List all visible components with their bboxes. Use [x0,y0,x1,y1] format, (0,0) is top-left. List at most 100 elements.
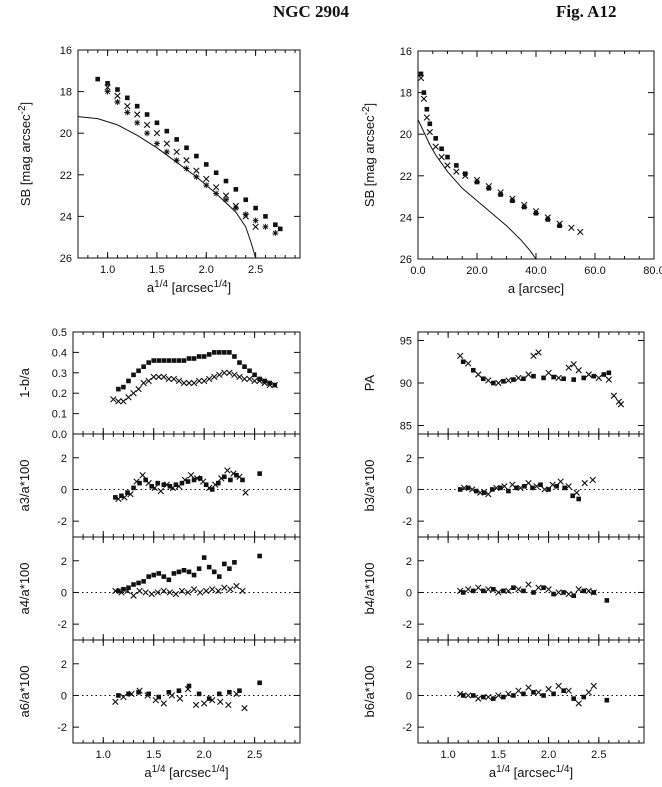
ellipticity-point [176,358,182,363]
position-angle-point [465,360,472,367]
a4-ytick-label: -2 [57,619,67,631]
b4-point [460,590,466,595]
b4-point [505,587,512,595]
sb-vs-a14-xtick-label: 2.5 [248,264,263,276]
position-angle-point [475,371,482,378]
b6-point [535,689,542,696]
b3-point [538,482,543,488]
a4-point [232,560,237,565]
position-angle-point [525,371,532,378]
a6-point [128,690,135,698]
b6-point [465,692,472,699]
ellipticity-point [171,358,177,363]
a3-point [125,490,130,495]
a3-point [222,474,227,480]
a6-point [144,692,151,699]
a6-point [233,690,240,698]
sb-vs-a-xtick-label: 20.0 [466,265,487,277]
sb-vs-a14-ytick-label: 20 [60,128,72,140]
a4-point [257,553,262,559]
a3-point [185,479,191,484]
a6-point [227,689,232,695]
a3-point [143,477,148,483]
a4-point [233,582,240,590]
sb-vs-a14-point [277,226,283,232]
ellipticity-point [126,378,131,384]
sb-vs-a14-point [183,157,190,164]
a4-point [156,571,162,576]
sb-vs-a14-point [233,187,239,192]
sb-vs-a-point [533,210,539,216]
a6-ytick-label: 0 [61,690,67,702]
ellipticity-point [237,360,242,365]
sb-vs-a14-point [114,92,121,99]
ellipticity-point [191,356,197,361]
position-angle-point [505,377,512,384]
position-angle-point [595,374,602,382]
b6-point [515,687,522,694]
b3-point [562,485,567,491]
a6-point [209,697,216,704]
a3-point [224,467,231,474]
b4-point [531,590,536,595]
ellipticity-point [256,377,263,385]
position-angle-point [617,401,625,408]
b6-frame [417,639,645,744]
sb-vs-a14-point [263,214,268,219]
sb-vs-a14-point [153,140,160,147]
ellipticity-point [227,350,232,355]
position-angle-point [491,380,496,386]
position-angle-point [551,374,556,380]
a3-point [206,484,213,492]
b3-point [490,487,495,492]
b4-point [495,589,502,596]
sb-vs-a-point [498,192,503,197]
sb-vs-a-ytick-label: 26 [400,254,412,266]
b6-point [551,691,556,697]
sb-vs-a14-point [134,103,140,109]
a4-point [196,589,204,596]
position-angle-point [530,352,537,359]
ellipticity-ytick-label: 0.2 [52,388,67,400]
position-angle-point [581,375,587,381]
a3-point [157,487,164,495]
sb-vs-a-point [473,176,481,184]
a4-point [201,555,207,560]
sb-vs-a-point [462,171,468,177]
a3-point [212,481,219,488]
a4-point [136,587,143,595]
a4-point [239,587,246,595]
ellipticity-point [115,398,122,405]
sb-vs-a14-point [183,165,190,172]
sb-vs-a-ytick-label: 24 [400,212,412,224]
sb-vs-a-point [485,183,492,190]
b3-ytick-label: 0 [406,484,412,496]
sb-vs-a14-point [223,178,229,184]
a3-point [197,476,203,481]
sb-vs-a14-ytick-label: 22 [60,170,72,182]
sb-vs-a14-point [193,167,200,174]
a3-point [191,477,197,483]
b6-xtick-label: 1.0 [440,749,455,761]
b3-point [522,483,527,489]
ellipticity-point [116,386,121,392]
sb-vs-a14-point [174,137,179,142]
position-angle-point [605,376,613,383]
a3-point [179,480,185,486]
a6-point [120,693,127,701]
position-angle-point [460,359,466,365]
sb-vs-a-point [424,106,430,112]
a3-point [234,472,239,478]
sb-vs-a14-point [232,205,239,212]
sb-vs-a-point [445,154,450,160]
b6-point [571,696,576,701]
b3-point [485,491,492,498]
ellipticity-point [206,352,212,357]
a3-point [236,473,243,480]
b3-point [481,490,487,495]
b6-point [521,691,526,697]
b3-point [461,484,468,492]
b4-point [535,584,542,591]
ellipticity-point [226,369,233,376]
a3-point [145,479,152,487]
